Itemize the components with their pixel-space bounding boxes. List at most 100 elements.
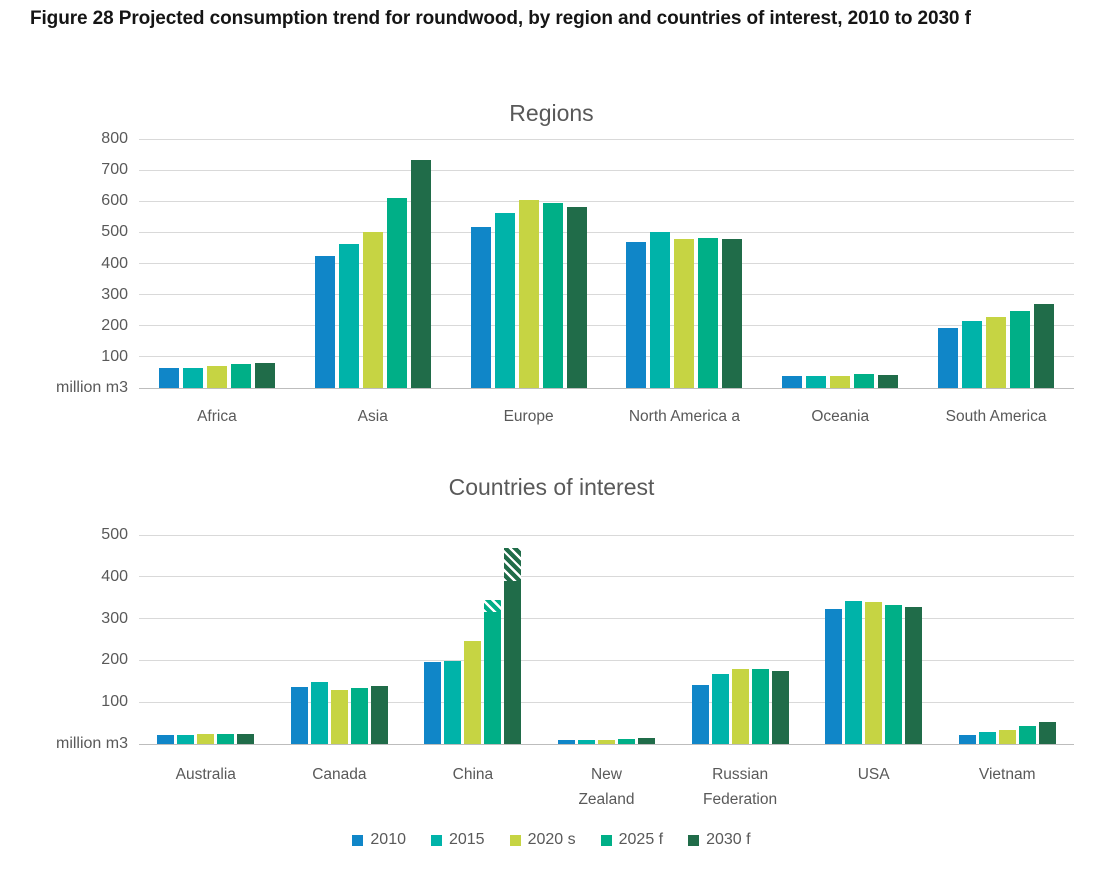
bar-2020s xyxy=(518,200,539,388)
bar-2020s xyxy=(674,239,695,388)
category-label: Oceania xyxy=(811,408,870,425)
bar-hatch-cap xyxy=(504,548,522,581)
category-label: New Zealand xyxy=(578,766,635,808)
bar-2015 xyxy=(978,731,996,744)
y-axis-tick-label: 100 xyxy=(101,693,128,711)
category-label: North America a xyxy=(628,408,740,425)
gridline xyxy=(139,618,1074,620)
bar-2020s xyxy=(731,669,749,744)
countries-chart-title: Countries of interest xyxy=(448,474,655,500)
bar-2010 xyxy=(290,686,308,744)
bar-2020s xyxy=(330,689,348,744)
category-label: China xyxy=(452,766,494,783)
category-label: Africa xyxy=(197,408,237,425)
regions-chart-title: Regions xyxy=(509,100,594,126)
bar-2010 xyxy=(470,227,491,388)
bar-2030f xyxy=(566,206,587,388)
bar-group xyxy=(451,139,607,388)
bar-2025f xyxy=(1010,311,1031,388)
bar-group xyxy=(918,139,1074,388)
bar-2025f xyxy=(217,733,235,744)
bar-2010 xyxy=(958,734,976,744)
gridline xyxy=(139,294,1074,296)
gridline xyxy=(139,701,1074,703)
bar-2025f xyxy=(350,687,368,744)
bar-group xyxy=(940,535,1074,744)
legend-label: 2015 xyxy=(448,831,485,848)
legend-label: 2010 xyxy=(370,831,406,848)
legend-label: 2020 s xyxy=(527,831,576,848)
gridline xyxy=(139,534,1074,536)
bar-hatch-cap xyxy=(484,599,502,613)
bar-2010 xyxy=(825,609,843,744)
bar-2030f xyxy=(905,607,923,744)
bar-2010 xyxy=(314,255,335,388)
category-label: Europe xyxy=(503,408,554,425)
bar-2030f xyxy=(1038,722,1056,744)
bar-2025f xyxy=(230,363,251,388)
bar-group xyxy=(807,535,941,744)
y-axis-tick-label: 300 xyxy=(101,609,128,627)
bar-2015 xyxy=(577,739,595,744)
bar-2010 xyxy=(424,661,442,744)
bar-2030f xyxy=(637,738,655,744)
bar-2010 xyxy=(691,685,709,744)
bar-2020s xyxy=(830,375,851,388)
bar-group xyxy=(273,535,407,744)
bar-2010 xyxy=(626,241,647,388)
x-axis-line xyxy=(139,744,1074,745)
gridline xyxy=(139,356,1074,358)
legend-label: 2025 f xyxy=(618,831,664,848)
gridline xyxy=(139,200,1074,202)
bar-2010 xyxy=(938,327,959,388)
legend-item: 2010 xyxy=(352,831,406,849)
bar-2015 xyxy=(338,244,359,388)
y-axis-tick-label: 700 xyxy=(101,161,128,179)
legend-swatch xyxy=(509,834,521,846)
category-label: Canada xyxy=(312,766,367,783)
bar-group xyxy=(139,535,273,744)
legend-item: 2030 f xyxy=(688,831,751,849)
bar-2020s xyxy=(464,641,482,744)
y-axis-tick-label: 800 xyxy=(101,130,128,147)
bar-2010 xyxy=(557,739,575,744)
bar-2010 xyxy=(782,375,803,388)
bar-2025f xyxy=(484,599,502,744)
bar-2020s xyxy=(206,366,227,388)
bar-2015 xyxy=(310,682,328,744)
bar-2015 xyxy=(444,660,462,744)
bar-2010 xyxy=(158,367,179,388)
bar-2015 xyxy=(845,601,863,744)
bar-2030f xyxy=(771,670,789,744)
y-axis-tick-label: 200 xyxy=(101,316,128,334)
bar-2015 xyxy=(711,674,729,744)
bar-2030f xyxy=(254,363,275,388)
bar-2020s xyxy=(998,729,1016,744)
bar-2015 xyxy=(806,375,827,388)
gridline xyxy=(139,263,1074,264)
bar-2025f xyxy=(698,237,719,388)
y-axis-unit-label: million m3 xyxy=(55,735,128,752)
y-axis-tick-label: 400 xyxy=(101,567,128,585)
bar-2030f xyxy=(878,374,899,388)
bar-2030f xyxy=(370,686,388,744)
gridline xyxy=(139,138,1074,140)
bar-group xyxy=(540,535,674,744)
category-label: South America xyxy=(945,408,1047,425)
figure-title: Figure 28 Projected consumption trend fo… xyxy=(30,8,971,29)
bar-2015 xyxy=(182,367,203,388)
y-axis-tick-label: 100 xyxy=(101,347,128,365)
category-label: Russian Federation xyxy=(703,766,778,808)
legend-swatch xyxy=(600,834,612,846)
gridline xyxy=(139,231,1074,233)
bar-group xyxy=(406,535,540,744)
bar-2025f xyxy=(542,202,563,388)
legend-swatch xyxy=(352,834,364,846)
category-label: Vietnam xyxy=(978,766,1036,783)
chart-legend: 2010 2015 2020 s 2025 f 2030 f xyxy=(0,831,1103,849)
y-axis-tick-label: 400 xyxy=(101,254,128,272)
gridline xyxy=(139,576,1074,578)
